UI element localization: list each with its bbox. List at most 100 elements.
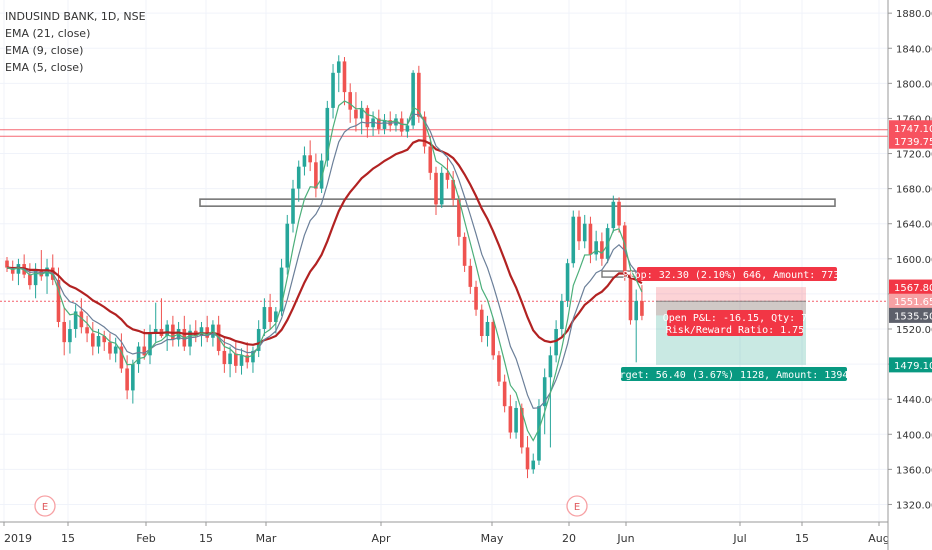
candle-body[interactable] (548, 355, 553, 378)
candle-body[interactable] (262, 307, 267, 329)
candle-body[interactable] (62, 321, 66, 343)
candle-body[interactable] (542, 377, 547, 407)
candle-body[interactable] (10, 267, 15, 274)
candle-body[interactable] (234, 353, 238, 366)
candle-body[interactable] (554, 328, 558, 356)
candle-body[interactable] (199, 327, 204, 337)
candle-body[interactable] (628, 274, 633, 321)
candle-body[interactable] (113, 346, 118, 354)
stop-zone[interactable] (656, 287, 806, 302)
candle-body[interactable] (153, 328, 158, 334)
legend-ema-9[interactable]: EMA (9, close) (5, 44, 84, 57)
candle-body[interactable] (600, 241, 604, 259)
candle-body[interactable] (525, 447, 530, 470)
candle-body[interactable] (348, 92, 352, 110)
candle-body[interactable] (148, 333, 152, 356)
candle-body[interactable] (302, 155, 307, 167)
candle-body[interactable] (371, 118, 375, 128)
candle-body[interactable] (245, 355, 250, 363)
candle-body[interactable] (571, 216, 576, 264)
candle-body[interactable] (119, 346, 124, 369)
candle-body[interactable] (588, 223, 593, 255)
candle-body[interactable] (314, 162, 318, 189)
price-label-target[interactable]: 1479.10 (889, 357, 932, 373)
candle-body[interactable] (131, 364, 135, 391)
candle-body[interactable] (485, 321, 490, 337)
candle-body[interactable] (594, 241, 598, 255)
candle-body[interactable] (417, 72, 421, 117)
candle-body[interactable] (91, 333, 95, 347)
legend-ema-21[interactable]: EMA (21, close) (5, 27, 91, 40)
candle-body[interactable] (68, 328, 72, 343)
price-label-level[interactable]: 1747.10 (889, 120, 932, 136)
target-label[interactable]: Target: 56.40 (3.67%) 1128, Amount: 1394… (608, 367, 861, 381)
candle-body[interactable] (560, 300, 564, 329)
earnings-marker[interactable]: E (566, 495, 588, 517)
candle-body[interactable] (279, 267, 284, 312)
candle-body[interactable] (274, 311, 278, 322)
candle-body[interactable] (336, 61, 341, 73)
candle-body[interactable] (497, 355, 501, 382)
candle-body[interactable] (222, 350, 227, 365)
candle-body[interactable] (268, 307, 272, 322)
candle-body[interactable] (491, 321, 495, 356)
candle-body[interactable] (514, 407, 518, 433)
candle-body[interactable] (142, 346, 147, 356)
candle-body[interactable] (96, 336, 101, 347)
candle-body[interactable] (188, 330, 192, 347)
candle-body[interactable] (462, 236, 467, 266)
candle-body[interactable] (319, 160, 324, 189)
candle-body[interactable] (640, 300, 644, 316)
ema-9-line[interactable] (6, 113, 643, 409)
candle-body[interactable] (331, 72, 335, 108)
ema-5-line[interactable] (6, 100, 643, 442)
candle-body[interactable] (468, 265, 473, 287)
candle-body[interactable] (399, 118, 404, 132)
candle-body[interactable] (354, 109, 358, 119)
price-label-level[interactable]: 1739.75 (889, 133, 932, 149)
candle-body[interactable] (434, 172, 438, 205)
candle-body[interactable] (165, 324, 169, 337)
candle-body[interactable] (582, 223, 587, 242)
candle-body[interactable] (56, 279, 61, 322)
price-label-entry[interactable]: 1551.65 (889, 293, 932, 309)
candle-body[interactable] (228, 353, 232, 365)
stop-label[interactable]: Stop: 32.30 (2.10%) 646, Amount: 773.9 (623, 267, 852, 281)
candle-body[interactable] (85, 327, 89, 334)
legend-ema-5[interactable]: EMA (5, close) (5, 61, 84, 74)
candle-body[interactable] (474, 286, 478, 310)
candle-body[interactable] (291, 188, 295, 224)
candle-body[interactable] (108, 342, 112, 354)
candle-body[interactable] (79, 311, 84, 328)
candle-body[interactable] (33, 269, 38, 286)
candle-body[interactable] (617, 201, 621, 226)
candle-body[interactable] (457, 199, 461, 237)
candle-body[interactable] (479, 309, 484, 337)
candle-body[interactable] (28, 274, 32, 286)
candle-body[interactable] (308, 155, 312, 163)
candle-body[interactable] (531, 460, 536, 470)
earnings-marker[interactable]: E (34, 495, 56, 517)
candle-body[interactable] (422, 116, 427, 147)
candle-body[interactable] (508, 406, 513, 433)
rectangle-zone[interactable] (199, 198, 836, 207)
ema-21-line[interactable] (6, 139, 643, 346)
candle-body[interactable] (359, 107, 364, 119)
candle-body[interactable] (445, 172, 450, 180)
candle-body[interactable] (565, 263, 570, 301)
price-label-stop[interactable]: 1567.80 (889, 279, 932, 295)
candle-body[interactable] (382, 120, 387, 129)
candle-body[interactable] (537, 406, 541, 461)
candle-body[interactable] (577, 216, 581, 242)
candle-body[interactable] (102, 336, 107, 343)
candle-body[interactable] (5, 260, 9, 268)
candle-body[interactable] (439, 172, 444, 205)
candle-body[interactable] (285, 223, 290, 268)
candle-body[interactable] (411, 72, 415, 126)
candle-body[interactable] (125, 368, 129, 391)
candle-body[interactable] (342, 61, 347, 93)
small-box[interactable] (601, 270, 637, 278)
price-axis[interactable]: 1320.001360.001400.001440.001480.001520.… (887, 0, 932, 550)
